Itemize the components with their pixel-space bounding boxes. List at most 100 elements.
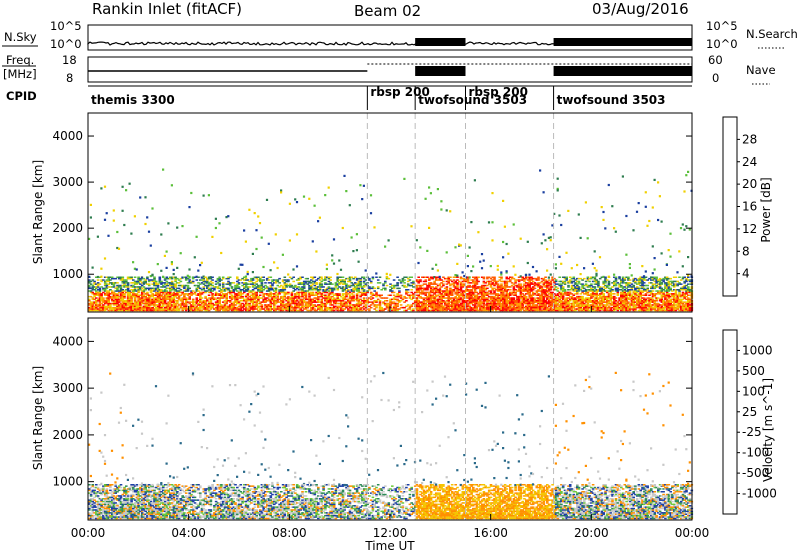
heatmap-cell xyxy=(97,282,100,284)
heatmap-cell xyxy=(456,279,459,281)
heatmap-cell xyxy=(144,282,147,284)
heatmap-cell xyxy=(190,295,193,297)
heatmap-cell xyxy=(99,289,102,291)
heatmap-cell xyxy=(331,293,334,295)
heatmap-cell xyxy=(453,290,456,292)
heatmap-cell xyxy=(97,285,100,287)
heatmap-cell xyxy=(122,186,124,188)
heatmap-cell xyxy=(493,290,496,292)
heatmap-cell xyxy=(233,292,236,294)
heatmap-cell xyxy=(144,223,146,225)
heatmap-cell xyxy=(104,257,106,259)
heatmap-cell xyxy=(440,286,443,288)
heatmap-cell xyxy=(303,300,306,302)
heatmap-cell xyxy=(400,304,403,306)
heatmap-cell xyxy=(116,295,119,297)
heatmap-cell xyxy=(111,299,114,301)
heatmap-cell xyxy=(527,262,529,264)
heatmap-cell xyxy=(456,290,459,292)
heatmap-cell xyxy=(557,303,560,305)
heatmap-cell xyxy=(532,266,534,268)
heatmap-cell xyxy=(375,272,377,274)
heatmap-cell xyxy=(470,289,473,291)
heatmap-cell xyxy=(597,282,600,284)
heatmap-cell xyxy=(359,283,362,285)
heatmap-cell xyxy=(107,281,110,283)
heatmap-cell xyxy=(173,288,176,290)
heatmap-cell xyxy=(590,278,593,280)
heatmap-cell xyxy=(493,285,496,287)
nsearch-tick-top: 10^5 xyxy=(706,19,738,33)
heatmap-cell xyxy=(139,306,142,308)
heatmap-cell xyxy=(467,255,469,257)
heatmap-cell xyxy=(488,277,491,279)
heatmap-cell xyxy=(236,300,239,302)
heatmap-cell xyxy=(442,306,445,308)
heatmap-cell xyxy=(514,274,516,276)
heatmap-cell xyxy=(266,199,268,201)
heatmap-cell xyxy=(319,279,322,281)
heatmap-cell xyxy=(314,285,317,287)
heatmap-cell xyxy=(488,300,491,302)
heatmap-cell xyxy=(581,286,584,288)
heatmap-cell xyxy=(506,299,509,301)
heatmap-cell xyxy=(430,282,433,284)
heatmap-cell xyxy=(266,278,269,280)
heatmap-cell xyxy=(227,310,230,312)
heatmap-cell xyxy=(196,306,199,308)
heatmap-cell xyxy=(174,296,177,298)
heatmap-cell xyxy=(416,297,419,299)
heatmap-cell xyxy=(440,293,443,295)
heatmap-cell xyxy=(587,303,590,305)
heatmap-cell xyxy=(356,249,358,251)
heatmap-cell xyxy=(581,297,584,299)
heatmap-cell xyxy=(287,300,290,302)
heatmap-cell xyxy=(567,301,570,303)
heatmap-cell xyxy=(240,279,243,281)
heatmap-cell xyxy=(241,307,244,309)
heatmap-cell xyxy=(543,278,546,280)
heatmap-cell xyxy=(270,310,273,312)
heatmap-cell xyxy=(208,310,211,312)
heatmap-cell xyxy=(137,292,140,294)
heatmap-cell xyxy=(435,288,438,290)
heatmap-cell xyxy=(472,279,475,281)
heatmap-cell xyxy=(285,286,288,288)
heatmap-cell xyxy=(262,295,265,297)
heatmap-cell xyxy=(398,279,401,281)
heatmap-cell xyxy=(233,306,236,308)
heatmap-cell xyxy=(284,282,287,284)
heatmap-cell xyxy=(210,283,213,285)
heatmap-cell xyxy=(270,307,273,309)
heatmap-cell xyxy=(116,282,119,284)
heatmap-cell xyxy=(224,290,227,292)
heatmap-cell xyxy=(136,283,139,285)
heatmap-cell xyxy=(192,282,195,284)
heatmap-cell xyxy=(537,283,540,285)
heatmap-cell xyxy=(122,299,125,301)
date-title: 03/Aug/2016 xyxy=(592,0,689,18)
heatmap-cell xyxy=(229,300,232,302)
heatmap-cell xyxy=(338,293,341,295)
heatmap-cell xyxy=(188,279,191,281)
heatmap-cell xyxy=(458,281,461,283)
heatmap-cell xyxy=(594,286,597,288)
heatmap-cell xyxy=(218,222,220,224)
heatmap-cell xyxy=(196,289,199,291)
heatmap-cell xyxy=(208,194,210,196)
heatmap-cell xyxy=(562,297,565,299)
heatmap-cell xyxy=(222,285,225,287)
heatmap-cell xyxy=(447,296,450,298)
heatmap-cell xyxy=(227,281,230,283)
heatmap-cell xyxy=(218,303,221,305)
freq-block-1 xyxy=(415,66,465,76)
heatmap-cell xyxy=(104,289,107,291)
heatmap-cell xyxy=(342,277,345,279)
heatmap-cell xyxy=(534,293,537,295)
heatmap-cell xyxy=(470,303,473,305)
heatmap-cell xyxy=(181,225,183,227)
heatmap-cell xyxy=(301,303,304,305)
heatmap-cell xyxy=(569,292,572,294)
heatmap-cell xyxy=(477,281,480,283)
